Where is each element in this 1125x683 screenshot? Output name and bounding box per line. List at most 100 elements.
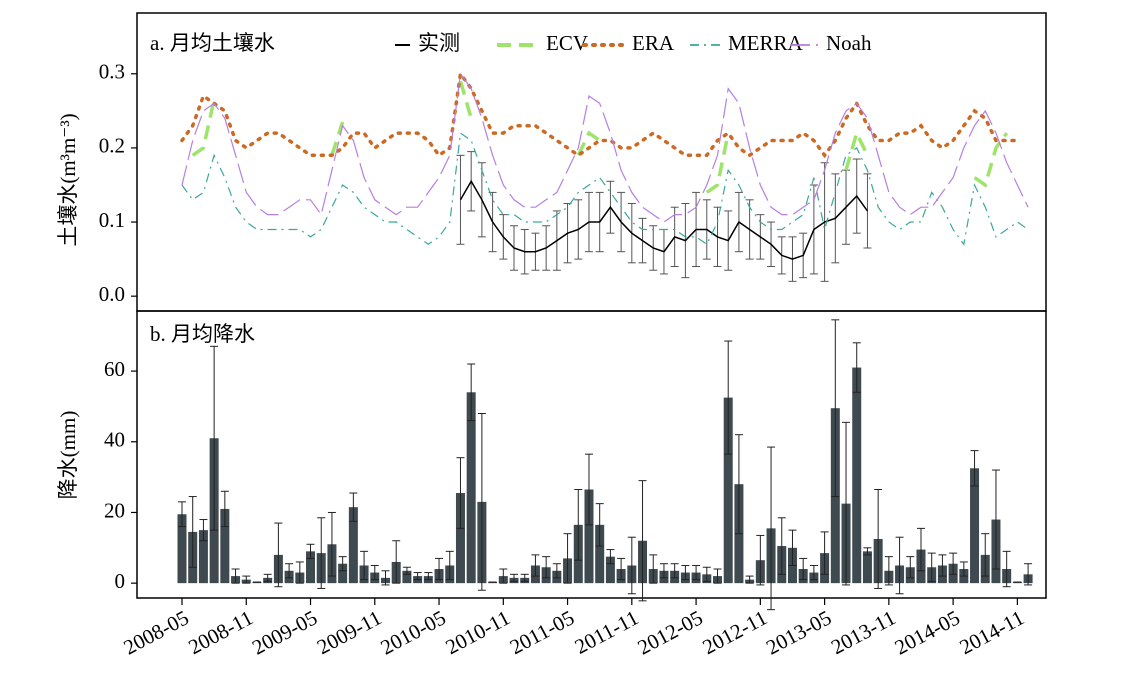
error-bar	[702, 566, 711, 582]
bar	[723, 397, 733, 584]
error-bar	[852, 342, 861, 393]
bar	[252, 582, 262, 584]
error-bar	[831, 319, 840, 498]
error-bar	[510, 573, 519, 582]
legend-label: Noah	[826, 31, 872, 55]
y-tick-label: 20	[104, 498, 125, 522]
error-bar	[638, 480, 647, 602]
error-bar	[349, 492, 358, 522]
error-bar	[659, 563, 668, 579]
error-bar	[210, 345, 219, 531]
x-tick-label: 2009-05	[248, 605, 321, 659]
error-bar	[424, 572, 433, 581]
error-bar	[263, 573, 272, 582]
error-bar	[552, 563, 561, 579]
bar	[177, 514, 187, 584]
error-bar	[692, 564, 701, 581]
x-tick-label: 2009-11	[313, 605, 385, 659]
bar	[220, 508, 230, 584]
bar	[595, 524, 605, 584]
bar	[466, 392, 476, 584]
legend-label: MERRA	[728, 31, 804, 55]
error-bar	[884, 556, 893, 586]
series-line	[180, 69, 1020, 159]
error-bar	[670, 563, 679, 579]
error-bar	[595, 503, 604, 547]
y-axis-label: 降水(mm)	[56, 411, 80, 500]
error-bar	[970, 450, 979, 487]
error-bar	[584, 453, 593, 526]
error-bar	[949, 552, 958, 575]
x-tick-label: 2011-05	[506, 605, 578, 659]
panel-a-title: a. 月均土壤水	[150, 31, 275, 55]
y-tick-label: 0.1	[99, 208, 125, 232]
y-tick-label: 0.3	[99, 60, 125, 84]
error-bar	[542, 556, 551, 579]
bar	[455, 493, 465, 584]
x-tick-label: 2013-11	[827, 605, 899, 659]
error-bar	[477, 413, 486, 591]
error-bar	[874, 488, 883, 589]
error-bar	[713, 568, 722, 584]
error-bar	[916, 527, 925, 572]
error-bar	[370, 564, 379, 581]
panel-b-frame	[136, 310, 1047, 599]
error-bar	[745, 575, 754, 584]
error-bar	[799, 557, 808, 581]
y-axis-label: 土壤水(m³m⁻³)	[56, 113, 80, 246]
error-bar	[788, 529, 797, 566]
legend-label: 实测	[418, 31, 460, 55]
error-bar	[220, 490, 229, 528]
x-tick-label: 2008-11	[184, 605, 256, 659]
error-bar	[617, 557, 626, 581]
x-tick-label: 2014-05	[891, 605, 964, 659]
bar	[306, 551, 316, 584]
error-bar	[338, 556, 347, 572]
bar	[488, 582, 498, 584]
error-bar	[199, 519, 208, 542]
legend-label: ECV	[546, 31, 588, 55]
error-bar	[777, 517, 786, 575]
error-bar	[649, 554, 658, 584]
error-bar	[734, 434, 743, 535]
bar	[338, 563, 348, 584]
series-line	[191, 80, 1009, 194]
error-bar	[456, 457, 465, 529]
error-bar	[959, 561, 968, 577]
error-bar	[392, 540, 401, 584]
error-bar	[927, 552, 936, 582]
error-bar	[863, 173, 872, 249]
error-bar	[906, 556, 915, 579]
bar	[852, 367, 862, 584]
error-bar	[724, 340, 733, 455]
error-bar	[938, 554, 947, 577]
error-bar	[456, 154, 465, 245]
error-bar	[1024, 563, 1033, 586]
error-bar	[1002, 550, 1011, 588]
bar	[584, 489, 594, 584]
error-bar	[895, 536, 904, 595]
error-bar	[606, 549, 615, 565]
error-bar	[295, 561, 304, 584]
error-bar	[681, 564, 690, 581]
error-bar	[467, 363, 476, 422]
error-bar	[360, 550, 369, 581]
x-tick-label: 2011-11	[571, 605, 643, 658]
error-bar	[842, 421, 851, 586]
error-bar	[756, 534, 765, 586]
error-bar	[317, 517, 326, 589]
error-bar	[435, 557, 444, 581]
error-bar	[820, 531, 829, 575]
error-bar	[981, 533, 990, 577]
x-tick-label: 2012-05	[634, 605, 707, 659]
bar	[348, 507, 358, 584]
bar	[402, 570, 412, 584]
legend-label: ERA	[632, 31, 675, 55]
y-tick-label: 0.0	[99, 282, 125, 306]
error-bar	[402, 566, 411, 575]
error-bar	[574, 488, 583, 561]
error-bar	[285, 563, 294, 579]
x-tick-label: 2013-05	[762, 605, 835, 659]
error-bar	[242, 575, 251, 584]
